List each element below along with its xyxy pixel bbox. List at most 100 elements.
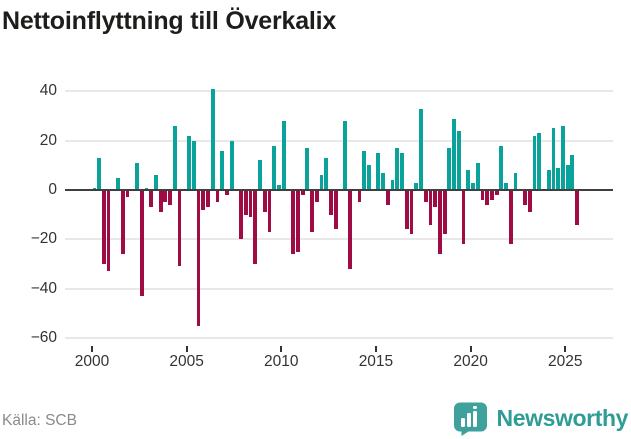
bar-negative (239, 190, 243, 240)
bar-negative (485, 190, 490, 205)
bar-positive (390, 180, 395, 190)
bar-negative (262, 190, 267, 213)
bar-positive (144, 187, 149, 190)
bar-negative (206, 190, 210, 208)
bar-positive (381, 172, 385, 190)
bar-negative (295, 190, 300, 252)
bar-positive (116, 177, 120, 190)
y-axis-tick-label: 0 (48, 181, 57, 198)
bar-negative (225, 190, 229, 195)
x-axis-tick (374, 346, 377, 352)
bar-negative (106, 190, 111, 272)
bar-positive (419, 108, 423, 190)
bar-negative (163, 190, 168, 203)
bar-negative (461, 190, 466, 245)
bar-negative (494, 190, 499, 195)
bar-negative (201, 190, 206, 210)
bar-negative (423, 190, 428, 203)
bar-positive (172, 125, 177, 190)
bar-positive (277, 185, 281, 190)
bar-positive (395, 148, 400, 190)
bar-negative (357, 190, 362, 203)
bar-negative (120, 190, 125, 255)
bar-negative (125, 190, 130, 198)
bar-positive (154, 175, 158, 190)
gridline (65, 139, 613, 142)
x-axis-tick (469, 346, 472, 352)
bar-positive (362, 150, 367, 190)
newsworthy-wordmark: Newsworthy (496, 405, 629, 431)
x-axis-tick-label: 2015 (358, 353, 394, 370)
y-axis-tick-label: −60 (30, 328, 57, 346)
y-axis-tick-label: −40 (30, 279, 57, 297)
bar-positive (376, 153, 381, 190)
gridline (65, 287, 613, 290)
bar-positive (135, 162, 139, 190)
bar-positive (499, 145, 504, 190)
bar-positive (187, 135, 191, 190)
bar-negative (329, 190, 333, 215)
bar-positive (324, 157, 329, 190)
x-axis-tick-label: 2005 (169, 353, 204, 370)
bar-positive (272, 145, 277, 190)
bar-positive (366, 165, 371, 190)
bar-negative (404, 190, 409, 230)
newsworthy-logo: Newsworthy (452, 400, 628, 437)
bar-positive (513, 172, 518, 190)
y-axis-tick-label: −20 (30, 230, 57, 248)
bar-negative (442, 190, 447, 235)
x-axis-tick (280, 346, 283, 352)
bar-positive (191, 140, 196, 190)
bar-positive (452, 118, 456, 190)
gridline (65, 238, 613, 241)
bar-positive (556, 167, 561, 190)
x-axis-tick (185, 346, 188, 352)
bar-positive (92, 187, 97, 190)
bar-positive (565, 165, 570, 190)
bar-negative (139, 190, 144, 296)
gridline (65, 336, 613, 339)
source-caption: Källa: SCB (2, 412, 77, 429)
y-axis-tick-label: 20 (39, 131, 57, 149)
bar-positive (551, 128, 556, 190)
bar-positive (281, 120, 286, 190)
bar-positive (229, 140, 234, 190)
x-axis-tick-label: 2010 (264, 353, 299, 370)
bar-negative (310, 190, 314, 232)
bar-positive (475, 162, 480, 190)
bar-positive (305, 148, 310, 190)
bar-negative (215, 190, 220, 203)
bar-positive (258, 160, 262, 190)
x-axis-tick (91, 346, 93, 352)
bar-negative (385, 190, 390, 205)
bar-negative (149, 190, 154, 208)
bar-positive (447, 148, 452, 190)
bar-positive (97, 157, 102, 190)
bar-negative (409, 190, 414, 235)
bar-positive (343, 120, 348, 190)
bar-negative (101, 190, 106, 264)
x-axis-tick-label: 2025 (548, 353, 583, 370)
bar-negative (348, 190, 352, 269)
zero-axis-line (65, 188, 613, 192)
bar-positive (319, 175, 324, 190)
bar-positive (471, 182, 475, 190)
bar-positive (456, 130, 461, 190)
bar-negative (437, 190, 442, 255)
gridline (65, 90, 613, 93)
bar-positive (532, 135, 537, 190)
bar-negative (300, 190, 305, 195)
bar-negative (243, 190, 248, 215)
bar-positive (546, 170, 551, 190)
bar-negative (253, 190, 258, 264)
bar-positive (561, 125, 565, 190)
bar-negative (575, 190, 579, 225)
bar-positive (504, 182, 509, 190)
bar-negative (480, 190, 485, 200)
bar-negative (333, 190, 338, 230)
bar-negative (291, 190, 296, 255)
y-axis-tick-label: 40 (39, 82, 57, 100)
x-axis-tick-label: 2020 (453, 353, 488, 370)
bar-negative (508, 190, 513, 245)
